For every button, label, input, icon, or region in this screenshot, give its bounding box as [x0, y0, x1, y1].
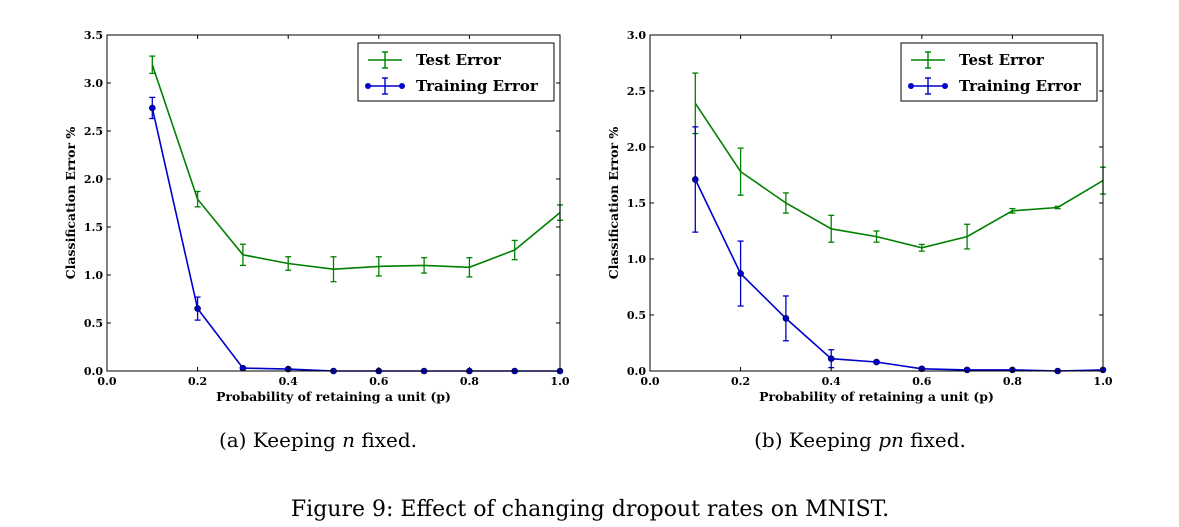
- training-error-point-b: [827, 355, 835, 362]
- training-error-point-b: [737, 270, 744, 277]
- training-error-point-b: [873, 358, 880, 366]
- y-tick-label-a: 2.0: [84, 173, 103, 186]
- y-axis-label-b: Classification Error %: [606, 127, 621, 280]
- legend-training-error-marker-b: [942, 83, 948, 89]
- subcaption-a: (a) Keeping n fixed.: [219, 428, 417, 452]
- legend-training-error-marker-a: [365, 83, 371, 89]
- legend-training-error-label-a: Training Error: [416, 77, 539, 95]
- y-tick-label-a: 1.5: [84, 221, 103, 234]
- y-axis-label-a: Classification Error %: [63, 127, 78, 280]
- legend-box-a: [357, 42, 555, 102]
- x-tick-label-b: 0.2: [731, 375, 750, 388]
- x-axis-label-a: Probability of retaining a unit (p): [216, 389, 451, 404]
- subcaption-a-prefix: (a) Keeping: [219, 428, 342, 452]
- training-error-point-a: [239, 364, 247, 372]
- y-tick-label-a: 3.5: [84, 29, 103, 42]
- y-tick-label-b: 2.5: [627, 85, 646, 98]
- y-tick-label-b: 2.0: [627, 141, 646, 154]
- subcaption-b-prefix: (b) Keeping: [754, 428, 878, 452]
- x-tick-label-a: 0.0: [97, 375, 116, 388]
- y-tick-label-b: 0.0: [627, 365, 646, 378]
- subcaption-b: (b) Keeping pn fixed.: [754, 428, 966, 452]
- x-tick-label-a: 0.4: [279, 375, 298, 388]
- training-error-point-b: [782, 315, 790, 322]
- legend-training-error-marker-b: [908, 83, 914, 89]
- training-error-point-b: [963, 366, 971, 374]
- legend-training-error-marker-a: [399, 83, 405, 89]
- y-tick-label-b: 0.5: [627, 309, 646, 322]
- training-error-point-a: [194, 305, 201, 312]
- x-tick-label-a: 1.0: [550, 375, 569, 388]
- y-tick-label-b: 3.0: [627, 29, 646, 42]
- legend-test-error-label-b: Test Error: [959, 51, 1045, 69]
- subcaption-a-math: n: [342, 428, 355, 452]
- x-tick-label-b: 0.8: [1003, 375, 1022, 388]
- legend-training-error-label-b: Training Error: [959, 77, 1082, 95]
- training-error-point-a: [149, 104, 156, 112]
- figure-caption: Figure 9: Effect of changing dropout rat…: [291, 497, 889, 522]
- x-axis-label-b: Probability of retaining a unit (p): [759, 389, 994, 404]
- chart-panel-b: 0.0 0.2 0.4 0.6 0.8 1.0 0.0 0.5 1.0 1.5 2.0 2.5 3.0 P…: [606, 29, 1113, 404]
- y-tick-label-a: 0.0: [84, 365, 103, 378]
- y-tick-label-a: 1.0: [84, 269, 103, 282]
- test-error-line-b: [694, 102, 1104, 249]
- y-tick-label-a: 0.5: [84, 317, 103, 330]
- subcaption-b-suffix: fixed.: [904, 428, 966, 452]
- y-tick-label-a: 2.5: [84, 125, 103, 138]
- training-error-line-b: [694, 179, 1104, 372]
- legend-test-error-label-a: Test Error: [416, 51, 502, 69]
- subcaption-b-math: pn: [878, 428, 904, 452]
- y-tick-label-a: 3.0: [84, 77, 103, 90]
- subcaption-a-suffix: fixed.: [355, 428, 417, 452]
- x-tick-label-a: 0.2: [188, 375, 207, 388]
- y-tick-label-b: 1.5: [627, 197, 646, 210]
- x-tick-label-a: 0.6: [369, 375, 388, 388]
- plot-frame-a: [106, 34, 561, 372]
- test-error-line-a: [151, 64, 561, 271]
- training-error-point-b: [691, 176, 699, 183]
- x-tick-label-b: 0.0: [640, 375, 659, 388]
- legend-box-b: [900, 42, 1098, 102]
- chart-panel-a: 0.0 0.2 0.4 0.6 0.8 1.0 0.0 0.5 1.0 1.5 2.0 2.5 3.0 3…: [63, 29, 570, 404]
- training-error-line-a: [151, 107, 560, 372]
- x-tick-label-a: 0.8: [460, 375, 479, 388]
- x-tick-label-b: 0.6: [912, 375, 931, 388]
- x-tick-label-b: 0.4: [822, 375, 841, 388]
- x-tick-label-b: 1.0: [1093, 375, 1112, 388]
- y-tick-label-b: 1.0: [627, 253, 646, 266]
